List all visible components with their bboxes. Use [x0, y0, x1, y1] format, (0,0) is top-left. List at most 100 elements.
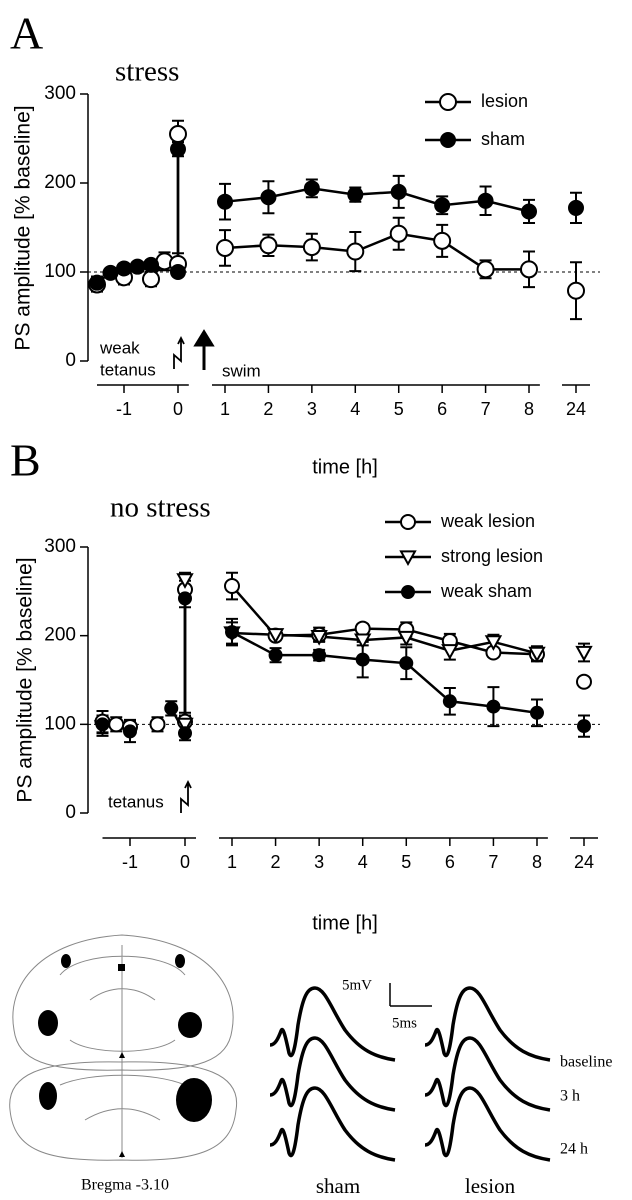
annotation: tetanus: [108, 792, 164, 811]
marker: [142, 270, 160, 289]
marker: [354, 620, 371, 637]
trace: [424, 1086, 551, 1162]
marker: [170, 141, 186, 158]
group-label: sham: [316, 1174, 360, 1198]
marker: [268, 648, 283, 663]
y-tick-label: 300: [44, 83, 76, 104]
tetanus-symbol: [173, 335, 185, 369]
x-tick-label: 0: [173, 399, 183, 419]
x-tick-label: 24: [574, 852, 594, 872]
x-tick-label: 7: [488, 852, 498, 872]
trace: [269, 1086, 396, 1162]
trace: [424, 1036, 551, 1112]
marker: [477, 192, 494, 209]
marker: [302, 238, 321, 257]
marker: [176, 573, 194, 589]
marker: [89, 274, 105, 291]
group-label: lesion: [465, 1174, 516, 1198]
y-tick-label: 200: [44, 625, 76, 646]
x-tick-label: 1: [220, 399, 230, 419]
panel-label: A: [10, 8, 43, 59]
marker: [521, 203, 538, 220]
swim-arrow: [193, 329, 215, 370]
marker: [577, 719, 591, 734]
marker: [217, 193, 233, 210]
x-tick-label: -1: [116, 399, 132, 419]
annotation: tetanus: [100, 360, 156, 379]
x-tick-label: 2: [271, 852, 281, 872]
marker: [390, 183, 407, 200]
y-axis-label: PS amplitude [% baseline]: [14, 557, 37, 802]
x-tick-label: -1: [122, 852, 138, 872]
y-tick-label: 200: [44, 172, 76, 193]
x-axis-label: time [h]: [312, 912, 378, 934]
annotation: weak: [99, 338, 140, 357]
marker: [225, 625, 239, 640]
marker: [442, 694, 457, 709]
marker: [123, 724, 137, 739]
marker: [440, 132, 456, 148]
x-axis-label: time [h]: [312, 456, 378, 478]
y-tick-label: 300: [44, 536, 76, 557]
marker: [310, 629, 328, 646]
chart-title: stress: [115, 56, 179, 88]
marker: [143, 256, 159, 273]
x-tick-label: 8: [524, 399, 534, 419]
x-tick-label: 8: [532, 852, 542, 872]
marker: [169, 125, 187, 144]
marker: [259, 236, 278, 255]
marker: [476, 260, 495, 279]
y-tick-label: 100: [44, 261, 76, 282]
marker: [568, 199, 584, 216]
x-tick-label: 3: [307, 399, 317, 419]
legend-label: weak sham: [440, 581, 532, 601]
marker: [116, 260, 132, 277]
x-tick-label: 5: [401, 852, 411, 872]
marker: [389, 224, 408, 243]
marker: [149, 716, 166, 733]
marker: [399, 656, 414, 671]
marker: [176, 717, 194, 734]
scale-time: 5ms: [392, 1015, 417, 1031]
legend-label: sham: [481, 129, 525, 149]
marker: [178, 726, 192, 741]
marker: [312, 648, 327, 663]
marker: [178, 591, 192, 606]
marker: [575, 645, 593, 662]
marker: [170, 264, 186, 280]
marker: [354, 633, 372, 650]
section-label: Bregma -3.10: [81, 1177, 169, 1194]
marker: [347, 186, 364, 203]
legend-label: strong lesion: [441, 546, 543, 566]
scale-bar: [389, 983, 432, 1007]
x-tick-label: 5: [394, 399, 404, 419]
marker: [400, 514, 416, 530]
marker: [484, 635, 503, 651]
marker: [102, 264, 119, 281]
y-axis-label: PS amplitude [% baseline]: [12, 105, 35, 350]
chart-title: no stress: [110, 492, 211, 524]
marker: [346, 242, 365, 261]
y-tick-label: 100: [44, 713, 76, 734]
marker: [108, 716, 125, 733]
marker: [434, 197, 451, 214]
legend-label: weak lesion: [440, 511, 535, 531]
marker: [216, 238, 234, 257]
marker: [576, 673, 592, 690]
panel-label: B: [10, 435, 41, 486]
scale-voltage: 5mV: [342, 977, 372, 993]
y-tick-label: 0: [65, 350, 76, 371]
marker: [401, 585, 415, 599]
marker: [529, 705, 544, 720]
x-tick-label: 6: [445, 852, 455, 872]
legend-label: lesion: [481, 91, 528, 111]
marker: [528, 646, 546, 663]
x-tick-label: 1: [227, 852, 237, 872]
trace: [269, 986, 396, 1062]
x-tick-label: 2: [263, 399, 273, 419]
marker: [441, 644, 459, 660]
x-tick-label: 0: [180, 852, 190, 872]
trace: [424, 986, 551, 1062]
lesion-areas: [38, 954, 212, 1157]
